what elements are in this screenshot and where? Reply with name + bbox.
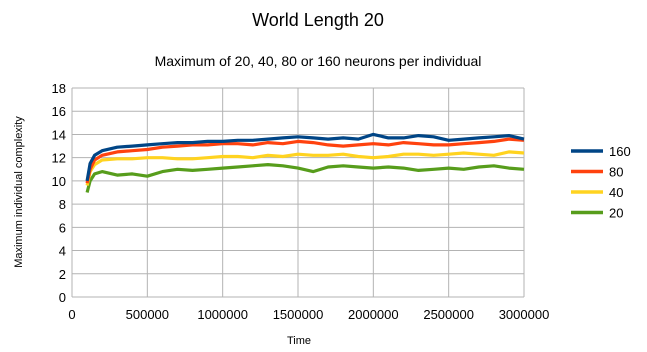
series-line-80 [85, 137, 525, 184]
legend: 160 80 40 20 [571, 144, 631, 221]
series-line-40 [85, 150, 525, 186]
y-tick-label: 2 [59, 267, 66, 282]
legend-label-40: 40 [609, 185, 623, 200]
x-tick-label: 1500000 [273, 307, 324, 322]
y-tick-label: 8 [59, 197, 66, 212]
legend-label-80: 80 [609, 165, 623, 180]
x-tick-label: 2000000 [348, 307, 399, 322]
x-tick-label: 1000000 [197, 307, 248, 322]
y-tick-label: 10 [52, 174, 66, 189]
x-tick-label: 0 [68, 307, 75, 322]
x-tick-label: 3000000 [499, 307, 550, 322]
chart-subtitle: Maximum of 20, 40, 80 or 160 neurons per… [155, 53, 482, 69]
y-tick-label: 14 [52, 127, 66, 142]
series-line-160 [85, 132, 525, 182]
x-tick-label: 500000 [126, 307, 169, 322]
legend-label-160: 160 [609, 144, 631, 159]
chart-title: World Length 20 [252, 10, 384, 30]
y-axis-ticks: 0 2 4 6 8 10 12 14 16 18 [52, 81, 66, 305]
y-tick-label: 6 [59, 220, 66, 235]
y-tick-label: 12 [52, 151, 66, 166]
x-tick-label: 2500000 [423, 307, 474, 322]
grid-lines [71, 87, 525, 298]
legend-label-20: 20 [609, 206, 623, 221]
series-line-20 [85, 163, 525, 193]
y-tick-label: 16 [52, 104, 66, 119]
y-tick-label: 0 [59, 290, 66, 305]
x-axis-label: Time [287, 335, 311, 347]
y-tick-label: 18 [52, 81, 66, 96]
y-tick-label: 4 [59, 244, 66, 259]
series-lines [85, 132, 525, 193]
x-axis-ticks: 0 500000 1000000 1500000 2000000 2500000 30000… [68, 307, 549, 322]
y-axis-label: Maximum individual complexity [13, 116, 25, 268]
